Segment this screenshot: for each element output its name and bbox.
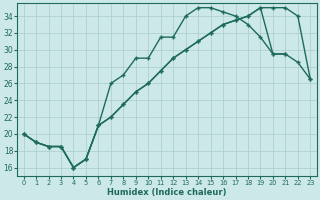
X-axis label: Humidex (Indice chaleur): Humidex (Indice chaleur) [107, 188, 227, 197]
